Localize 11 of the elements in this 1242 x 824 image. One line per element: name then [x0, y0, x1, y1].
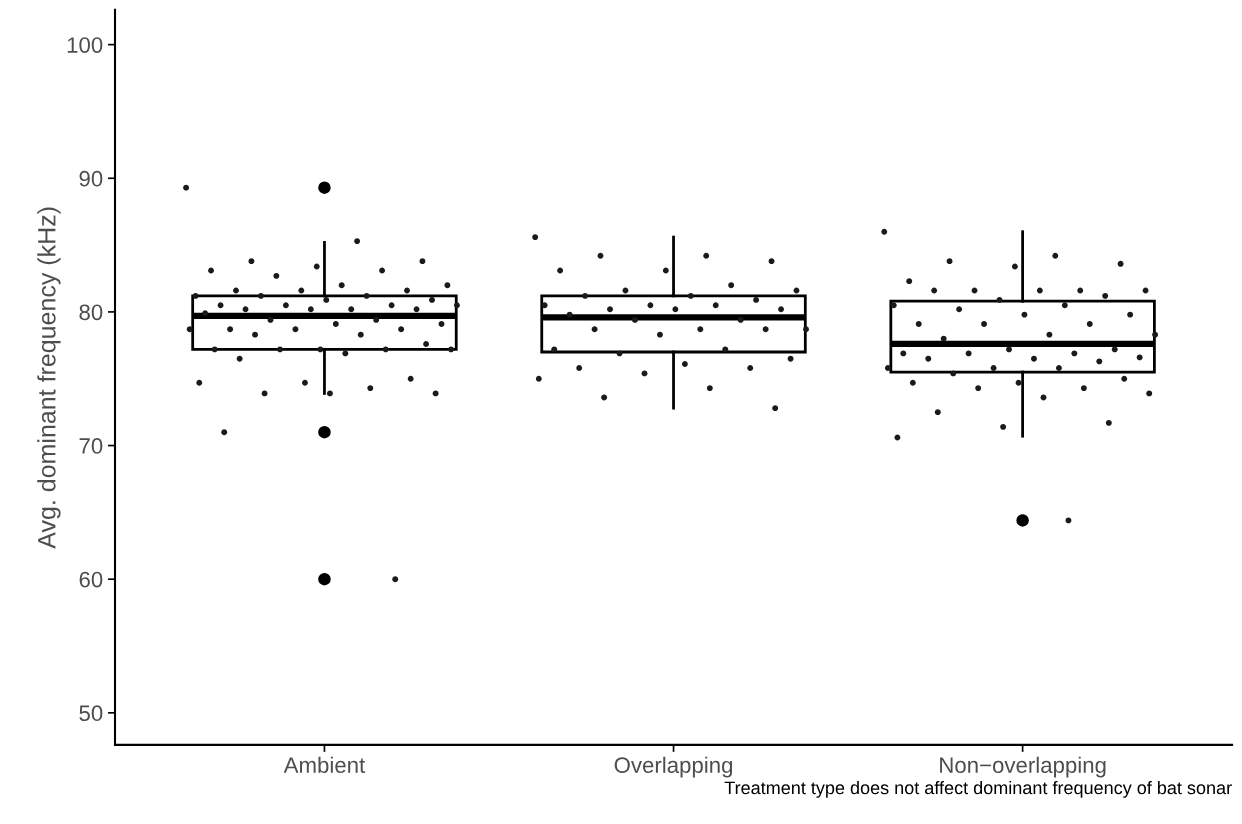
x-tick-label: Non−overlapping	[940, 756, 1106, 778]
y-tick-label: 60	[79, 571, 103, 588]
y-tick-label: 70	[79, 438, 103, 454]
y-tick-label: 100	[67, 37, 103, 53]
x-tick-label: Ambient	[283, 756, 366, 774]
y-axis-title: Avg. dominant frequency (kHz)	[37, 207, 61, 549]
y-tick-label: 50	[79, 705, 103, 722]
y-tick-label: 90	[79, 170, 103, 187]
text: Treatment type does not affect dominant frequency of bat sonar	[724, 780, 1232, 798]
x-tick-label: Overlapping	[614, 756, 733, 778]
y-tick-label: 80	[79, 304, 103, 321]
